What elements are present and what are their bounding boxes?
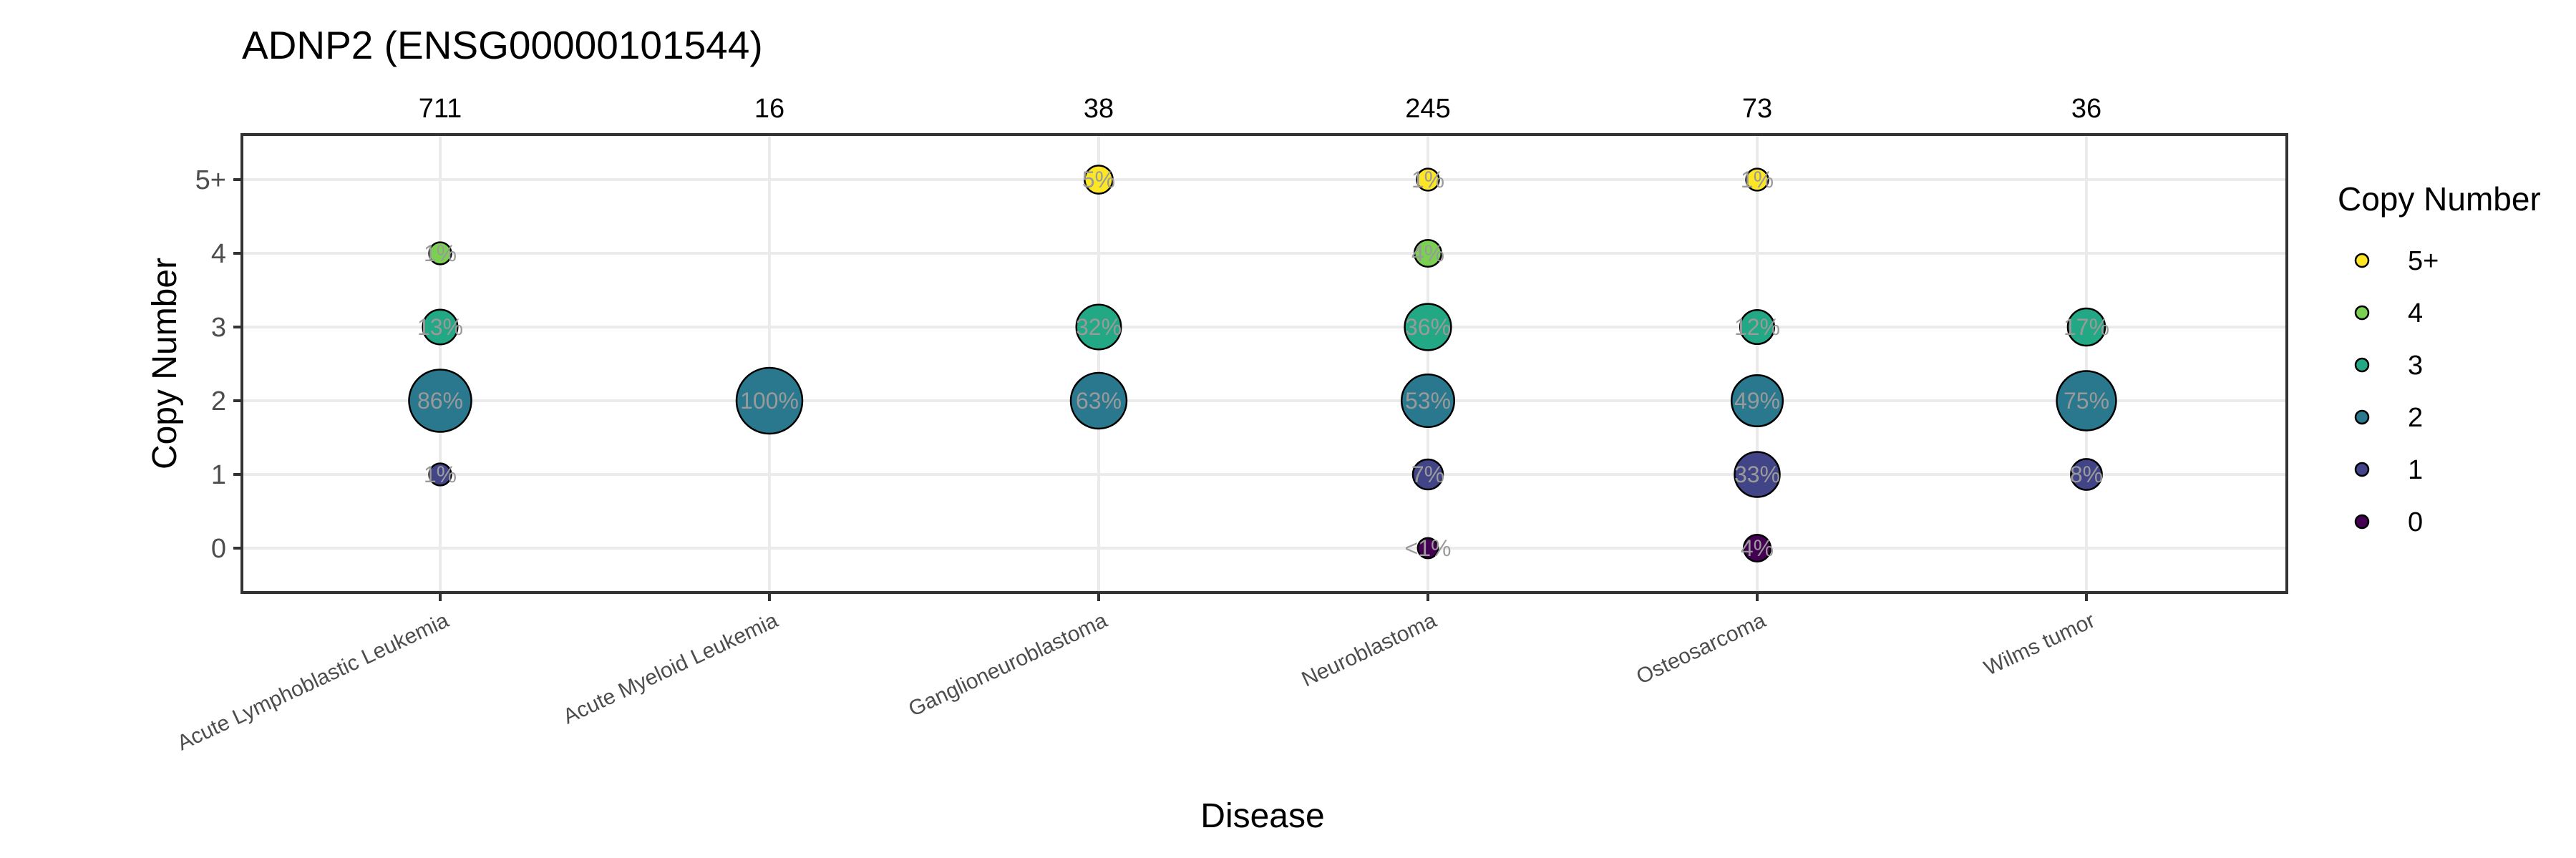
legend-label: 0 (2408, 507, 2423, 537)
points: 1% 86% 13% 1% 100% 63% 32% 5% <1% 7% 53% 36% 4% 1% 4% 3… (408, 165, 2117, 563)
data-point (1745, 167, 1769, 192)
data-point (422, 308, 459, 346)
data-point (1404, 303, 1452, 351)
data-point-label: 7% (1411, 462, 1444, 487)
x-axis-title: Disease (1200, 797, 1324, 835)
data-point-label: 53% (1405, 388, 1451, 414)
sample-count-label: 711 (419, 94, 462, 124)
data-point (1734, 451, 1781, 498)
data-point (2066, 307, 2106, 347)
legend-label: 4 (2408, 298, 2423, 328)
legend-label: 5+ (2408, 246, 2439, 276)
legend-label: 2 (2408, 403, 2423, 433)
data-point (1411, 458, 1444, 491)
data-point-label: 1% (424, 462, 457, 487)
legend-label: 3 (2408, 351, 2423, 381)
data-point (1730, 374, 1784, 428)
data-point-label: 36% (1405, 314, 1451, 340)
data-point (428, 241, 452, 265)
y-axis-title: Copy Number (146, 258, 184, 469)
y-tick-label: 4 (211, 239, 226, 269)
chart-title: ADNP2 (ENSG00000101544) (242, 23, 763, 67)
x-tick-label: Osteosarcoma (1633, 608, 1769, 688)
data-point-label: 17% (2064, 314, 2109, 340)
legend-label: 1 (2408, 455, 2423, 485)
data-point-label: 63% (1076, 388, 1122, 414)
data-point (1069, 371, 1128, 430)
data-point-label: 49% (1734, 388, 1780, 414)
legend-key (2354, 305, 2370, 321)
x-tick-label: Ganglioneuroblastoma (905, 608, 1111, 721)
legend: Copy Number 5+ 4 3 2 1 0 (2338, 180, 2541, 537)
data-point (2070, 458, 2103, 491)
data-point-label: 13% (417, 314, 463, 340)
data-point (735, 366, 804, 435)
data-point-label: <1% (1405, 535, 1452, 561)
data-point-label: 75% (2064, 388, 2109, 414)
sample-count-label: 245 (1405, 94, 1450, 124)
x-tick-label: Wilms tumor (1980, 608, 2099, 680)
data-point-label: 1% (424, 240, 457, 266)
y-tick-label: 2 (211, 386, 226, 416)
legend-key (2354, 409, 2370, 425)
data-point-label: 4% (1741, 535, 1774, 561)
data-point-label: 5% (1082, 167, 1115, 192)
x-axis: Acute Lymphoblastic Leukemia Acute Myeloi… (174, 593, 2099, 755)
data-point (1742, 533, 1772, 563)
legend-title: Copy Number (2338, 180, 2541, 218)
sample-count-label: 36 (2071, 94, 2101, 124)
y-tick-label: 0 (211, 534, 226, 564)
data-point (1413, 238, 1443, 268)
data-point-label: 1% (1741, 167, 1774, 192)
data-point-label: 100% (740, 388, 799, 414)
data-point (1075, 303, 1122, 351)
x-tick-label: Neuroblastoma (1298, 608, 1441, 691)
data-point (408, 369, 472, 433)
sample-count-label: 16 (754, 94, 784, 124)
data-point-label: 4% (1411, 240, 1444, 266)
legend-key (2354, 514, 2370, 530)
legend-key (2354, 462, 2370, 477)
sample-count-label: 73 (1742, 94, 1772, 124)
legend-key (2354, 357, 2370, 373)
data-point (428, 462, 452, 487)
data-point-label: 8% (2070, 462, 2103, 487)
data-point (1416, 537, 1439, 560)
data-point (1416, 167, 1440, 192)
x-tick-label: Acute Lymphoblastic Leukemia (174, 608, 453, 755)
data-point-label: 1% (1411, 167, 1444, 192)
sample-count-label: 38 (1084, 94, 1114, 124)
data-point (1739, 308, 1776, 346)
data-point-label: 33% (1734, 462, 1780, 487)
x-tick-label: Acute Myeloid Leukemia (560, 608, 782, 728)
data-point (1084, 165, 1114, 195)
plot-panel-border (240, 133, 2288, 594)
y-tick-label: 3 (211, 313, 226, 343)
data-point-label: 12% (1734, 314, 1780, 340)
y-axis: 0 1 2 3 4 5+ (195, 165, 242, 564)
y-tick-label: 5+ (195, 165, 226, 195)
data-point (1400, 373, 1456, 429)
data-point-label: 32% (1076, 314, 1122, 340)
data-point-label: 86% (417, 388, 463, 414)
data-point (2056, 370, 2117, 432)
count-labels: 711 16 38 245 73 36 (419, 94, 2101, 124)
y-tick-label: 1 (211, 460, 226, 490)
grid-layer (242, 135, 2287, 593)
legend-key (2354, 253, 2370, 268)
